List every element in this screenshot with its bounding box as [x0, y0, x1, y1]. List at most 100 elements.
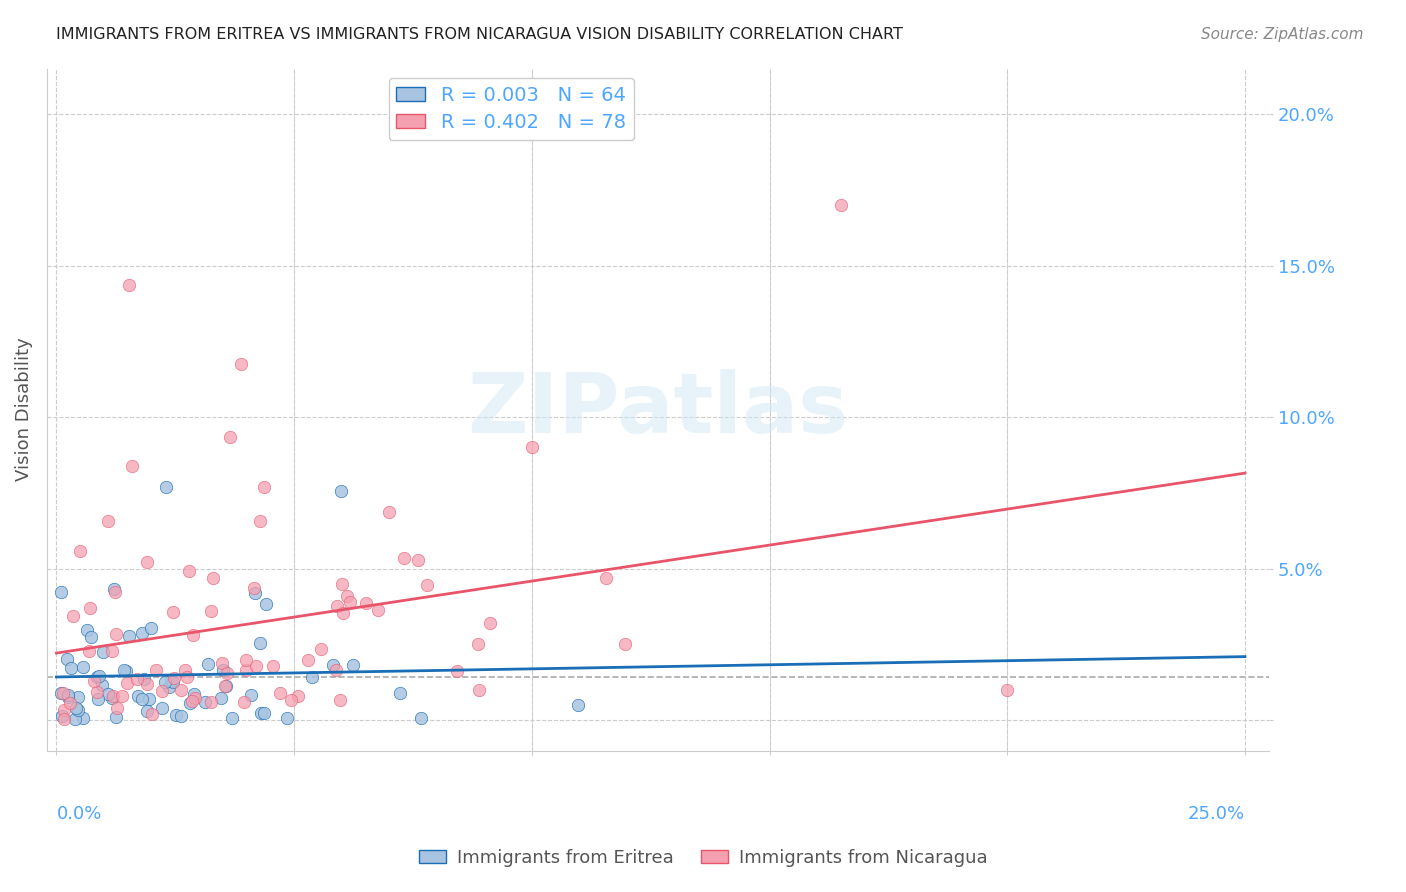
Point	[332, 577, 354, 591]
Point	[153, 674, 176, 689]
Point	[52, 712, 75, 726]
Point	[125, 672, 148, 686]
Point	[239, 688, 262, 702]
Point	[170, 709, 193, 723]
Point	[111, 690, 134, 704]
Point	[52, 686, 75, 700]
Point	[104, 627, 127, 641]
Point	[131, 626, 153, 640]
Point	[136, 555, 159, 569]
Point	[215, 665, 238, 680]
Point	[72, 659, 94, 673]
Point	[200, 695, 222, 709]
Point	[159, 674, 181, 689]
Point	[163, 671, 186, 685]
Point	[155, 479, 177, 493]
Point	[59, 661, 82, 675]
Point	[51, 709, 73, 723]
Point	[416, 578, 439, 592]
Point	[339, 594, 361, 608]
Point	[218, 430, 240, 444]
Point	[114, 664, 136, 678]
Point	[329, 693, 352, 707]
Point	[614, 637, 637, 651]
Point	[112, 663, 135, 677]
Point	[181, 694, 204, 708]
Point	[66, 703, 89, 717]
Point	[72, 711, 94, 725]
Point	[49, 686, 72, 700]
Point	[165, 708, 187, 723]
Point	[287, 689, 309, 703]
Point	[56, 652, 79, 666]
Point	[65, 701, 87, 715]
Point	[91, 645, 114, 659]
Point	[326, 599, 349, 613]
Point	[101, 691, 124, 706]
Point	[49, 584, 72, 599]
Point	[232, 695, 254, 709]
Point	[150, 684, 173, 698]
Point	[115, 675, 138, 690]
Point	[245, 585, 267, 599]
Point	[446, 664, 468, 678]
Point	[86, 669, 108, 683]
Point	[76, 623, 98, 637]
Point	[342, 658, 364, 673]
Point	[105, 701, 128, 715]
Point	[104, 710, 127, 724]
Point	[235, 664, 257, 678]
Text: 0.0%: 0.0%	[56, 805, 101, 823]
Point	[202, 571, 225, 585]
Point	[243, 582, 266, 596]
Point	[200, 604, 222, 618]
Point	[52, 703, 75, 717]
Point	[59, 697, 82, 711]
Point	[276, 711, 298, 725]
Point	[309, 642, 332, 657]
Point	[468, 683, 491, 698]
Point	[249, 514, 271, 528]
Point	[253, 480, 276, 494]
Point	[103, 582, 125, 596]
Point	[67, 690, 90, 705]
Point	[221, 711, 243, 725]
Point	[135, 677, 157, 691]
Point	[91, 678, 114, 692]
Point	[77, 644, 100, 658]
Point	[121, 459, 143, 474]
Point	[56, 688, 79, 702]
Point	[377, 505, 399, 519]
Point	[367, 603, 389, 617]
Point	[83, 673, 105, 688]
Point	[86, 685, 108, 699]
Point	[184, 690, 207, 705]
Legend: Immigrants from Eritrea, Immigrants from Nicaragua: Immigrants from Eritrea, Immigrants from…	[412, 842, 994, 874]
Y-axis label: Vision Disability: Vision Disability	[15, 338, 32, 482]
Point	[567, 698, 589, 713]
Point	[249, 636, 271, 650]
Point	[179, 697, 201, 711]
Point	[520, 441, 543, 455]
Point	[183, 628, 205, 642]
Point	[174, 663, 197, 677]
Point	[253, 706, 276, 721]
Point	[152, 701, 174, 715]
Point	[87, 669, 110, 683]
Point	[97, 687, 120, 701]
Point	[332, 606, 354, 620]
Point	[183, 688, 205, 702]
Point	[830, 198, 852, 212]
Point	[197, 657, 219, 671]
Point	[235, 653, 257, 667]
Text: ZIPatlas: ZIPatlas	[467, 369, 848, 450]
Point	[56, 690, 79, 704]
Point	[127, 689, 149, 703]
Point	[995, 682, 1018, 697]
Point	[69, 543, 91, 558]
Point	[80, 631, 103, 645]
Point	[157, 681, 180, 695]
Point	[177, 564, 200, 578]
Point	[280, 692, 302, 706]
Point	[79, 601, 101, 615]
